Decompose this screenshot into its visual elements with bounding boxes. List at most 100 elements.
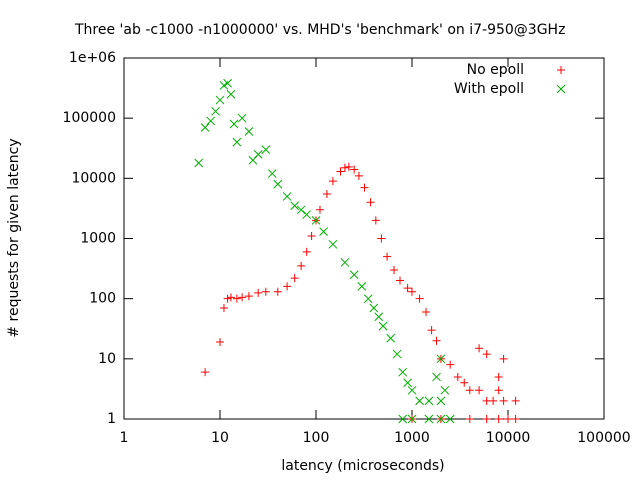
data-point (282, 192, 292, 201)
data-point (436, 354, 446, 364)
data-point (349, 270, 359, 280)
data-point (232, 137, 242, 147)
x-tick-label: 1000 (394, 430, 430, 446)
data-point (290, 201, 300, 211)
data-point (369, 303, 379, 313)
data-point (366, 198, 375, 207)
data-point (494, 372, 503, 381)
data-point (297, 261, 306, 270)
data-point (489, 396, 498, 405)
y-tick-label: 100000 (63, 110, 116, 126)
x-tick-label: 100 (303, 430, 330, 446)
data-point (223, 78, 232, 88)
data-point (360, 183, 369, 192)
x-tick-label: 10000 (486, 430, 531, 446)
data-point (396, 276, 405, 285)
data-point (424, 414, 434, 424)
legend-marker (557, 66, 565, 74)
x-tick-label: 100000 (577, 430, 630, 446)
data-point (261, 287, 270, 296)
data-point (383, 252, 392, 261)
data-point (494, 386, 503, 395)
data-point (511, 415, 520, 423)
data-point (253, 150, 263, 159)
data-point (390, 265, 399, 274)
data-point (436, 396, 446, 406)
data-point (432, 372, 441, 382)
data-point (499, 396, 508, 405)
data-point (350, 165, 359, 174)
data-point (415, 396, 424, 406)
y-tick-label: 10 (98, 351, 116, 367)
x-tick-label: 1 (120, 430, 129, 446)
data-point (201, 368, 210, 377)
data-point (377, 234, 386, 243)
data-point (427, 326, 436, 335)
data-point (494, 415, 503, 423)
data-point (328, 177, 337, 186)
data-point (223, 294, 232, 303)
data-point (200, 123, 210, 132)
data-point (238, 293, 247, 302)
data-point (371, 216, 380, 225)
data-point (482, 350, 491, 359)
data-point (408, 287, 416, 296)
data-point (302, 210, 312, 219)
y-axis-label: # requests for given latency (6, 138, 22, 337)
data-point (311, 216, 321, 225)
data-point (357, 282, 367, 291)
data-point (261, 145, 271, 154)
data-point (226, 293, 235, 302)
data-point (273, 287, 282, 296)
data-point (226, 89, 236, 99)
y-tick-label: 10000 (71, 170, 116, 186)
data-point (436, 414, 446, 424)
data-point (254, 288, 263, 297)
data-point (354, 171, 363, 180)
data-point (340, 163, 349, 172)
data-point (273, 179, 283, 189)
data-point (403, 284, 412, 293)
data-point (504, 415, 512, 423)
data-point (422, 308, 431, 317)
chart-title: Three 'ab -c1000 -n1000000' vs. MHD's 'b… (74, 22, 565, 38)
data-point (392, 349, 402, 359)
data-point (229, 119, 239, 129)
data-point (432, 336, 441, 345)
data-point (315, 205, 324, 214)
data-point (319, 227, 328, 236)
data-point (475, 344, 484, 353)
data-point (475, 386, 484, 395)
data-point (322, 189, 331, 198)
data-point (403, 378, 412, 388)
data-point (296, 205, 306, 215)
data-point (415, 294, 424, 303)
data-point (215, 95, 225, 105)
data-point (460, 378, 469, 387)
data-point (465, 386, 474, 395)
data-point (446, 360, 455, 369)
data-point (424, 396, 434, 406)
data-point (398, 414, 408, 424)
x-tick-label: 10 (211, 430, 229, 446)
y-tick-label: 100 (89, 291, 116, 307)
data-point (440, 385, 450, 395)
data-point (482, 415, 491, 423)
data-point (290, 274, 299, 283)
data-point (219, 303, 228, 312)
data-point (374, 312, 384, 322)
data-point (237, 113, 247, 123)
data-point (340, 258, 350, 267)
data-point (244, 292, 253, 301)
data-point (453, 372, 462, 381)
data-point (267, 169, 277, 178)
data-point (344, 162, 353, 171)
data-point (407, 385, 417, 395)
data-point (499, 354, 508, 363)
legend-label: No epoll (467, 62, 524, 78)
data-point (363, 294, 373, 304)
data-point (283, 282, 292, 291)
data-point (445, 414, 455, 424)
data-point (386, 333, 396, 343)
